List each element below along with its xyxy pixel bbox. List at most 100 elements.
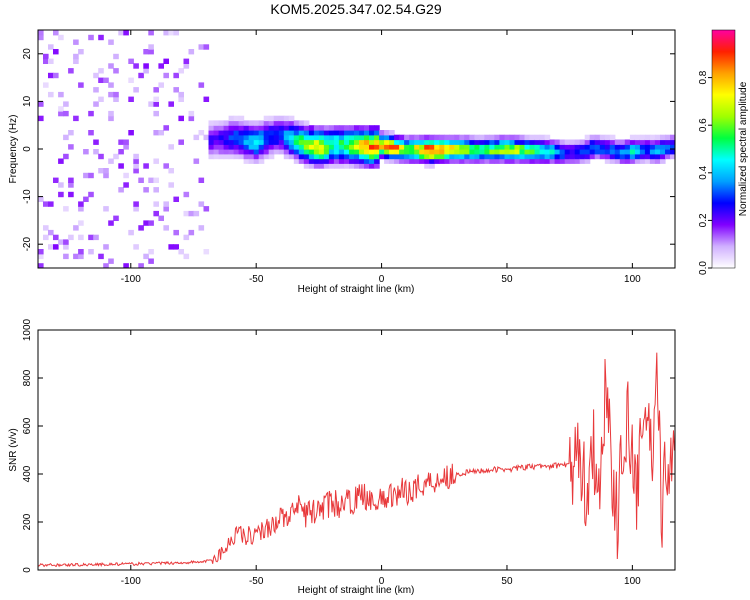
spectrogram-cell (73, 115, 79, 122)
spectrogram-cell (384, 149, 390, 155)
spectrogram-cell (328, 158, 335, 164)
spectrogram-cell (208, 153, 215, 160)
spectrogram-cell (228, 153, 235, 160)
spectrogram-cell (98, 253, 104, 260)
spectrogram-cell (564, 153, 571, 160)
spectrogram-cell (293, 144, 300, 150)
spectrogram-cell (328, 139, 335, 145)
spectrogram-cell (469, 144, 475, 150)
spectrogram-cell (138, 72, 144, 79)
spectrogram-cell (529, 158, 536, 164)
spectrogram-cell (474, 149, 480, 155)
spectrogram-cell (153, 187, 159, 193)
spectrogram-cell (73, 253, 79, 260)
spectrogram-cell (208, 134, 215, 141)
spectrogram-cell (394, 153, 400, 160)
spectrogram-cell (539, 134, 546, 141)
spectrogram-cell (148, 249, 154, 255)
spectrogram-cell (629, 149, 636, 155)
spectrogram-cell (173, 244, 179, 250)
spectrogram-cell (349, 125, 355, 131)
spectrogram-cell (328, 163, 335, 169)
spectrogram-cell (579, 158, 586, 164)
spectrogram-cell (313, 130, 320, 136)
spectrogram-cell (83, 196, 89, 202)
spectrogram-cell (138, 263, 144, 268)
spectrogram-cell (429, 144, 435, 150)
spectrogram-cell (333, 139, 340, 145)
spectrogram-cell (198, 130, 205, 136)
spectrogram-cell (374, 130, 380, 136)
spectrogram-cell (328, 125, 335, 131)
spectrogram-cell (394, 139, 400, 145)
spectrogram-cell (323, 144, 330, 150)
spectrogram-cell (479, 153, 485, 160)
spectrogram-cell (68, 191, 74, 198)
spectrogram-cell (614, 149, 621, 155)
spectrogram-cell (148, 177, 154, 183)
spectrogram-cell (263, 130, 270, 136)
spectrogram-cell (634, 158, 641, 164)
spectrogram-cell (128, 96, 134, 102)
spectrogram-cell (153, 110, 159, 117)
spectrogram-cell (53, 72, 59, 79)
spectrogram-cell (624, 144, 631, 150)
spectrogram-cell (429, 134, 435, 141)
spectrogram-cell (504, 153, 511, 160)
spectrogram-cell (454, 144, 460, 150)
spectrogram-cell (193, 158, 200, 164)
spectrogram-cell (444, 144, 450, 150)
spectrogram-cell (298, 134, 305, 141)
spectrogram-cell (449, 158, 455, 164)
spectrogram-cell (63, 244, 69, 250)
spectrogram-cell (338, 149, 345, 155)
spectrogram-cell (394, 144, 400, 150)
spectrogram-cell (534, 149, 541, 155)
spectrogram-cell (123, 182, 129, 188)
spectrogram-cell (38, 253, 44, 260)
spectrogram-cell (364, 134, 370, 141)
spectrogram-cell (333, 130, 340, 136)
spectrogram-cell (38, 30, 44, 36)
spectrogram-cell (283, 144, 290, 150)
spectrogram-cell (338, 153, 345, 160)
spectrogram-cell (474, 134, 480, 141)
spectrogram-cell (158, 82, 164, 88)
spectrogram-cell (594, 139, 601, 145)
spectrogram-cell (604, 158, 611, 164)
spectrogram-cell (419, 139, 425, 145)
spectrogram-cell (499, 153, 505, 160)
spectrogram-cell (384, 153, 390, 160)
spectrogram-cell (429, 153, 435, 160)
spectrogram-cell (248, 153, 255, 160)
spectrogram-cell (514, 158, 521, 164)
spectrogram-cell (454, 149, 460, 155)
spectrogram-cell (123, 139, 129, 145)
spectrogram-cell (313, 144, 320, 150)
spectrogram-cell (559, 158, 566, 164)
spectrogram-cell (153, 101, 159, 107)
spectrogram-cell (619, 144, 626, 150)
spectrogram-cell (624, 158, 631, 164)
spectrogram-cell (464, 149, 470, 155)
spectrogram-cell (389, 134, 395, 141)
spectrogram-cell (173, 196, 179, 202)
spectrogram-cell (198, 177, 205, 183)
spectrogram-cell (489, 144, 495, 150)
spectrogram-cell (283, 125, 290, 131)
spectrogram-cell (604, 144, 611, 150)
spectrogram-cell (469, 158, 475, 164)
spectrogram-cell (268, 120, 275, 126)
spectrogram-cell (298, 153, 305, 160)
spectrogram-cell (489, 139, 495, 145)
spectrogram-cell (103, 263, 109, 268)
spectrogram-cell (43, 82, 49, 88)
spectrogram-cell (63, 206, 69, 212)
spectrogram-cell (614, 144, 621, 150)
spectrogram-cell (484, 139, 490, 145)
spectrogram-cell (273, 134, 280, 141)
spectrogram-cell (223, 139, 230, 145)
spectrogram-cell (218, 130, 225, 136)
spectrogram-cell (143, 63, 149, 69)
spectrogram-cell (128, 130, 134, 136)
